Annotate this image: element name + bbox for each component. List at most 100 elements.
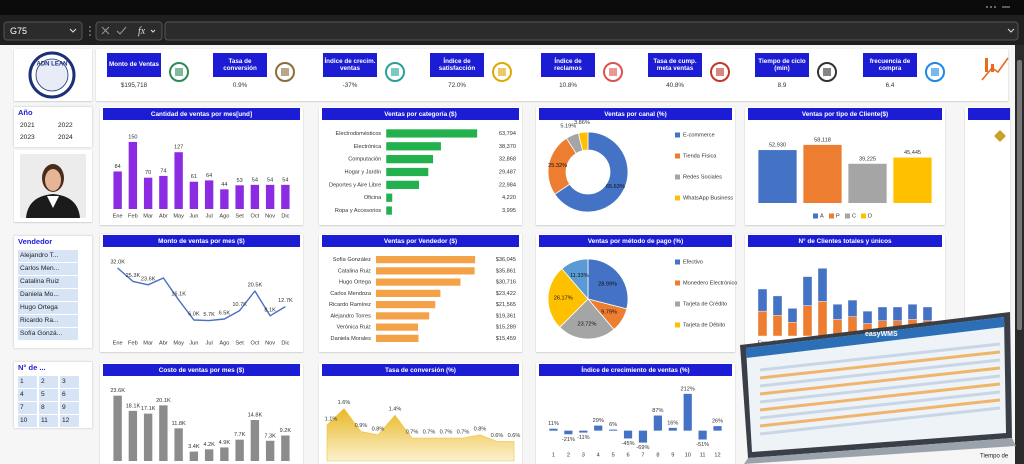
data-label: 20.5K (248, 282, 263, 288)
dropdown-chevron[interactable] (69, 28, 77, 33)
slicer-item[interactable]: 1 (18, 376, 37, 388)
legend-label: Efectivo (683, 259, 703, 265)
slicer-item[interactable]: Ricardo Ra... (18, 315, 78, 327)
legend-swatch (675, 174, 680, 180)
bar (386, 180, 419, 189)
data-label: $15,459 (496, 336, 516, 342)
legend-label: E-commerce (683, 132, 715, 138)
bar (803, 144, 842, 203)
scroll-thumb[interactable] (1017, 60, 1022, 330)
slicer-item[interactable]: 11 (39, 415, 58, 427)
slicer-item[interactable]: Daniela Mo... (18, 289, 78, 301)
slicer-item[interactable]: 8 (39, 402, 58, 414)
slicer-item[interactable]: Hugo Ortega (18, 302, 78, 314)
y-tick-label: Hugo Ortega (339, 280, 372, 286)
slicer-item[interactable]: Carlos Men... (18, 263, 78, 275)
area (326, 408, 515, 462)
slicer-item[interactable]: 10 (18, 415, 37, 427)
stacked-bar (772, 315, 783, 337)
bar (549, 428, 558, 431)
laptop-row (759, 406, 1001, 436)
x-tick-label: Ene (113, 213, 123, 219)
data-label: 212% (681, 386, 695, 392)
data-label: -69% (636, 445, 649, 451)
bar (159, 175, 168, 209)
bar (623, 430, 633, 439)
slicer-item[interactable]: 6 (60, 389, 79, 401)
expand-chevron[interactable] (1007, 28, 1015, 33)
x-tick-label: Mar (143, 340, 153, 346)
slicer-item[interactable]: 3 (60, 376, 79, 388)
laptop-row (759, 358, 1001, 388)
x-tick-label: Oct (251, 340, 260, 346)
data-label: 16.1K (171, 291, 186, 297)
slicer-item[interactable]: 5 (39, 389, 58, 401)
slicer-title: Año (18, 108, 33, 117)
x-tick-label: Dic (281, 340, 289, 346)
data-label: 23.6K (141, 276, 156, 282)
x-tick-label: 2 (567, 452, 570, 458)
x-tick-label: Set (235, 340, 244, 346)
legend-swatch (829, 213, 834, 219)
bar (653, 415, 662, 431)
x-tick-label: 7 (641, 452, 644, 458)
x-tick-label: Set (235, 213, 244, 219)
data-label: 25.3K (126, 273, 141, 279)
stacked-bar (772, 295, 783, 316)
y-tick-label: Catalina Ruiz (338, 268, 371, 274)
slicer-item[interactable]: 2024 (56, 132, 92, 143)
slicer-item[interactable]: Sofía Gonzá... (18, 328, 78, 340)
data-label: 29% (593, 418, 604, 424)
x-tick-label: Dic (281, 213, 289, 219)
legend-label: Tarjeta de Crédito (683, 301, 727, 307)
x-tick-label: Ago (219, 340, 229, 346)
data-label: 17.1K (141, 406, 156, 412)
stacked-bar (817, 268, 828, 302)
slicer-item[interactable]: 2022 (56, 120, 92, 131)
chart-title: Ventas por canal (%) (604, 111, 667, 118)
data-label: 0.9% (355, 423, 368, 429)
more-dot (994, 6, 996, 8)
slicer-item[interactable]: 12 (60, 415, 79, 427)
pie-slice (559, 298, 615, 340)
slicer-item[interactable]: 2 (39, 376, 58, 388)
slicer-item[interactable]: 7 (18, 402, 37, 414)
kpi-value: 0.9% (232, 82, 248, 89)
legend-swatch (813, 213, 818, 219)
chart-title-bar (322, 235, 519, 247)
formula-input[interactable] (164, 21, 1019, 41)
bar (281, 435, 290, 461)
name-box[interactable] (3, 21, 83, 41)
trend-icon (981, 57, 1009, 81)
bar (235, 185, 244, 209)
data-label: 32.0K (110, 259, 125, 265)
bar (594, 425, 603, 431)
slicer-item[interactable]: 9 (60, 402, 79, 414)
legend-swatch (675, 280, 680, 286)
chart-title: Costo de ventas por mes ($) (159, 367, 245, 374)
slicer-item[interactable]: Alejandro T... (18, 250, 78, 262)
bar (113, 395, 122, 461)
bar (386, 206, 392, 215)
overlay-caption: Tiempo de (980, 454, 1009, 460)
bar (143, 413, 153, 461)
slicer-item[interactable]: 4 (18, 389, 37, 401)
insert-function[interactable]: fx (138, 26, 146, 37)
chart-title-bar (539, 108, 732, 120)
data-label: 1.4% (389, 407, 402, 413)
data-label: 7.7K (234, 432, 246, 438)
data-label: 0.6% (491, 433, 504, 439)
enter-icon[interactable] (116, 26, 127, 35)
data-label: 0.7% (457, 430, 470, 436)
slicer-item[interactable]: 2021 (18, 120, 54, 131)
data-label: 9.2K (280, 428, 292, 434)
pie-slice (587, 258, 629, 310)
slicer-item[interactable]: 2023 (18, 132, 54, 143)
bar (375, 278, 461, 286)
x-tick-label: May (173, 340, 184, 346)
x-tick-label: Jun (189, 340, 198, 346)
slicer-item[interactable]: Catalina Ruiz (18, 276, 78, 288)
kpi-title: Tasa de cump. meta ventas (648, 53, 702, 77)
cancel-icon[interactable] (101, 26, 110, 35)
